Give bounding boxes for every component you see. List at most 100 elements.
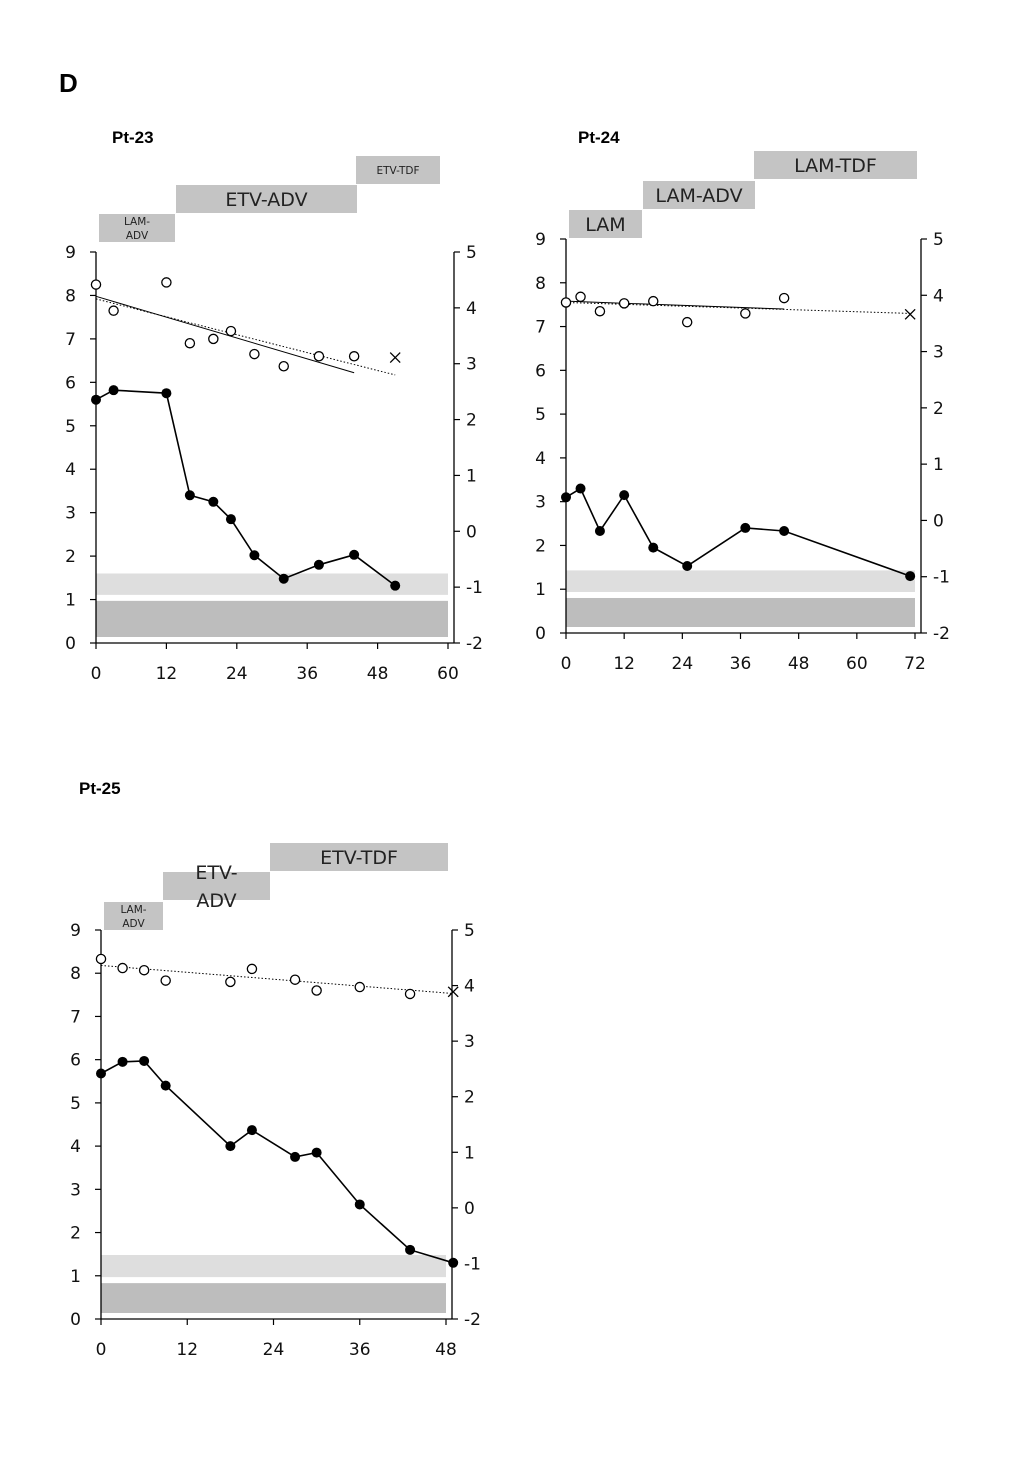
- y-left-tick-label: 9: [70, 921, 81, 941]
- x-tick-label: 0: [561, 654, 572, 674]
- data-point-filled: [448, 1257, 459, 1268]
- y-left-tick-label: 7: [535, 318, 546, 338]
- cross-stroke: [904, 308, 916, 320]
- treatment-label: LAM-: [120, 904, 146, 916]
- y-left-tick-label: 4: [535, 449, 546, 469]
- y-right-tick-label: 2: [933, 399, 944, 419]
- data-point-filled: [139, 1055, 150, 1066]
- treatment-label: ETV-TDF: [320, 847, 398, 869]
- series-line: [565, 487, 911, 577]
- data-point-filled: [648, 542, 659, 553]
- x-tick-label: 24: [672, 654, 694, 674]
- data-point-filled: [619, 490, 630, 501]
- y-left-tick-label: 7: [70, 1007, 81, 1027]
- data-point-open: [594, 305, 606, 317]
- y-right-tick-label: 3: [464, 1032, 475, 1052]
- data-point-filled: [160, 1080, 171, 1091]
- data-point-open: [249, 348, 260, 360]
- limit-band: [101, 1255, 446, 1278]
- data-point-filled: [161, 388, 172, 399]
- y-left-tick-label: 0: [65, 634, 76, 654]
- x-tick-label: 48: [788, 654, 810, 674]
- y-right-tick-label: 5: [933, 230, 944, 250]
- data-point-filled: [208, 496, 219, 507]
- y-left-tick-label: 2: [65, 547, 76, 567]
- trendline-dotted: [565, 301, 911, 314]
- y-right-tick-label: 3: [466, 355, 477, 375]
- cross-stroke: [389, 352, 401, 364]
- y-left-tick-label: 1: [65, 591, 76, 611]
- treatment-bar: [104, 902, 163, 930]
- treatment-bar: [99, 214, 175, 242]
- y-left-tick-label: 1: [70, 1267, 81, 1287]
- trendline-solid: [565, 300, 785, 310]
- y-left-tick-label: 1: [535, 580, 546, 600]
- data-point-open: [289, 974, 301, 985]
- data-point-open: [348, 351, 360, 362]
- x-tick-label: 24: [263, 1340, 285, 1360]
- y-right-tick-label: 2: [466, 411, 477, 431]
- y-left-tick-label: 8: [70, 964, 81, 984]
- y-left-tick-label: 2: [70, 1224, 81, 1244]
- data-point-filled: [313, 559, 324, 570]
- x-tick-label: 0: [91, 664, 102, 684]
- data-point-cross: [904, 308, 916, 320]
- data-point-filled: [779, 525, 790, 536]
- x-tick-label: 60: [437, 664, 459, 684]
- data-point-open: [160, 975, 171, 986]
- data-point-filled: [561, 492, 571, 503]
- data-point-open: [278, 361, 289, 372]
- data-point-open: [95, 953, 107, 965]
- x-tick-label: 36: [296, 664, 318, 684]
- data-point-filled: [108, 385, 119, 396]
- treatment-label: ADV: [122, 918, 145, 930]
- y-right-tick-label: -1: [464, 1254, 481, 1274]
- data-point-filled: [278, 573, 289, 584]
- data-point-open: [618, 298, 630, 309]
- y-left-tick-label: 6: [70, 1051, 81, 1071]
- data-point-filled: [96, 1068, 106, 1079]
- chart-2: Pt-24LAMLAM-ADVLAM-TDF0123456789-2-10123…: [535, 128, 950, 674]
- data-point-open: [681, 316, 693, 328]
- y-right-tick-label: 4: [464, 977, 475, 997]
- data-point-filled: [354, 1199, 365, 1210]
- treatment-label: ETV-: [195, 862, 237, 884]
- panel-label: D: [59, 68, 78, 98]
- data-point-filled: [249, 550, 260, 561]
- y-right-tick-label: -2: [933, 624, 950, 644]
- x-tick-label: 12: [176, 1340, 198, 1360]
- y-left-tick-label: 5: [70, 1094, 81, 1114]
- x-tick-label: 72: [904, 654, 926, 674]
- y-right-tick-label: 5: [466, 243, 477, 263]
- data-point-open: [648, 295, 659, 307]
- data-point-open: [313, 351, 325, 362]
- data-point-open: [108, 305, 119, 316]
- y-right-tick-label: 0: [466, 522, 477, 542]
- data-point-open: [208, 333, 219, 345]
- trendline-solid: [95, 295, 355, 374]
- y-right-tick-label: -2: [464, 1310, 481, 1330]
- treatment-bar: [176, 185, 357, 213]
- data-point-filled: [246, 1125, 257, 1136]
- treatment-label: ETV-ADV: [225, 189, 307, 211]
- y-right-tick-label: 3: [933, 343, 944, 363]
- y-right-tick-label: 1: [464, 1143, 475, 1163]
- data-point-filled: [225, 1141, 236, 1152]
- y-left-tick-label: 0: [70, 1310, 81, 1330]
- data-point-open: [560, 297, 572, 308]
- data-point-filled: [349, 549, 360, 560]
- treatment-label: ADV: [196, 890, 236, 912]
- data-point-filled: [91, 394, 101, 405]
- y-right-tick-label: 4: [466, 299, 477, 319]
- data-point-open: [225, 325, 237, 337]
- data-point-open: [138, 964, 150, 976]
- y-right-tick-label: 1: [933, 455, 944, 475]
- x-tick-label: 60: [846, 654, 868, 674]
- y-left-tick-label: 4: [70, 1137, 81, 1157]
- x-tick-label: 24: [226, 664, 248, 684]
- treatment-label: LAM-: [124, 216, 150, 228]
- data-point-filled: [740, 522, 751, 533]
- data-point-filled: [225, 514, 236, 525]
- y-left-tick-label: 8: [535, 274, 546, 294]
